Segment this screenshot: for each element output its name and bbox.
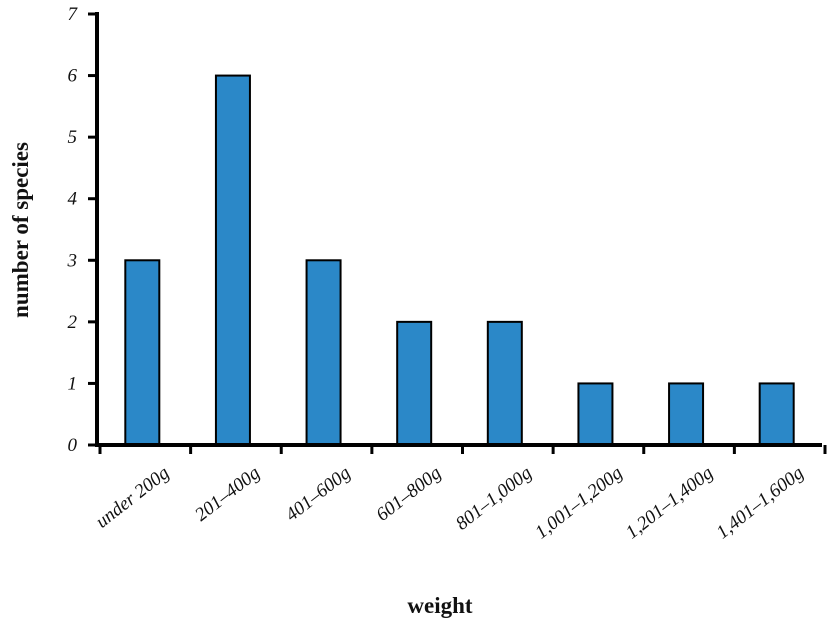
bar: [577, 382, 614, 446]
y-axis-title: number of species: [8, 142, 33, 318]
bar: [758, 382, 795, 446]
y-tick-label: 6: [68, 66, 78, 87]
bar: [124, 259, 161, 446]
x-tick-label: 1,201–1,400g: [622, 462, 717, 543]
x-tick-label: 1,001–1,200g: [531, 462, 626, 543]
x-tick-label: 601–800g: [372, 462, 445, 525]
x-axis-title: weight: [407, 593, 473, 618]
x-tick-label: 401–600g: [282, 462, 355, 525]
x-tick-label: 201–400g: [191, 462, 264, 525]
y-tick-label: 3: [67, 250, 78, 271]
bar: [214, 74, 251, 446]
x-tick-label: under 200g: [92, 462, 174, 532]
y-tick-label: 5: [68, 127, 78, 148]
bar: [668, 382, 705, 446]
y-tick-label: 1: [68, 373, 78, 394]
bar: [305, 259, 342, 446]
y-tick-label: 2: [68, 312, 78, 333]
bar: [396, 320, 433, 447]
x-tick-label: 1,401–1,600g: [712, 462, 807, 543]
bar: [486, 320, 523, 447]
y-tick-label: 7: [68, 4, 79, 25]
y-tick-label: 4: [68, 189, 78, 210]
x-tick-label: 801–1,000g: [452, 462, 536, 534]
y-tick-label: 0: [68, 435, 78, 456]
